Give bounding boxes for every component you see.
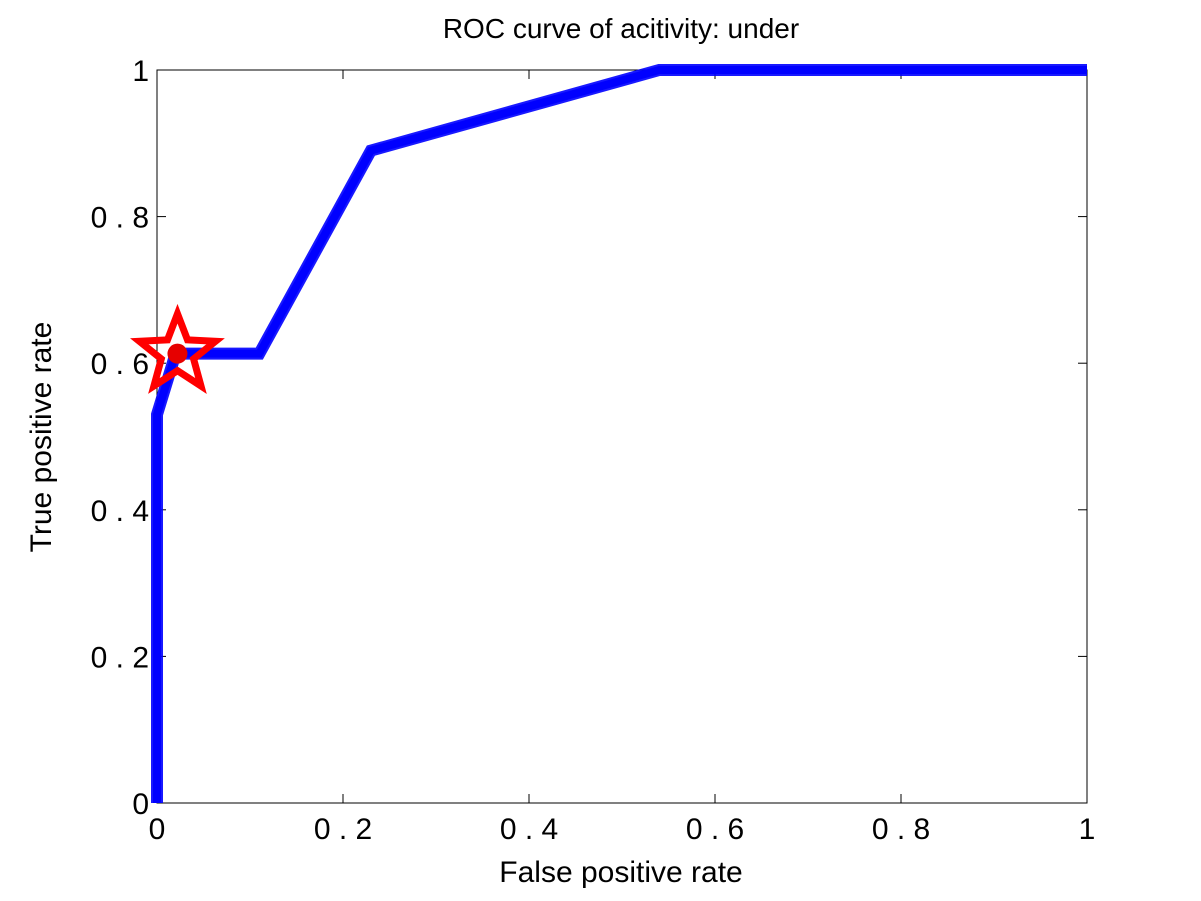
y-tick-label: 0	[132, 788, 149, 821]
x-tick-label: 0	[149, 813, 166, 846]
y-tick-labels: 0 0 . 2 0 . 4 0 . 6 0 . 8 1	[91, 55, 149, 821]
axis-ticks	[156, 69, 1088, 804]
roc-curve-line	[153, 66, 1087, 803]
x-tick-label: 0 . 8	[872, 813, 930, 846]
y-tick-label: 0 . 4	[91, 495, 149, 528]
chart-title: ROC curve of acitivity: under	[443, 13, 799, 44]
x-tick-labels: 0 0 . 2 0 . 4 0 . 6 0 . 8 1	[149, 813, 1096, 846]
optimal-point-star-marker	[130, 303, 225, 394]
y-tick-label: 1	[132, 55, 149, 88]
x-tick-label: 0 . 6	[686, 813, 744, 846]
y-tick-label: 0 . 2	[91, 641, 149, 674]
plot-frame	[156, 69, 1088, 804]
y-tick-label: 0 . 8	[91, 202, 149, 235]
x-axis-label: False positive rate	[499, 856, 742, 889]
roc-curve-line-heavy	[151, 64, 1087, 803]
x-tick-label: 1	[1079, 813, 1096, 846]
series-group	[151, 64, 1087, 803]
optimal-point-dot	[167, 343, 188, 364]
x-tick-label: 0 . 2	[314, 813, 372, 846]
plot-area	[156, 69, 1088, 804]
marker-group	[130, 303, 225, 394]
y-axis-label: True positive rate	[25, 322, 58, 553]
y-tick-label: 0 . 6	[91, 348, 149, 381]
x-tick-label: 0 . 4	[500, 813, 558, 846]
